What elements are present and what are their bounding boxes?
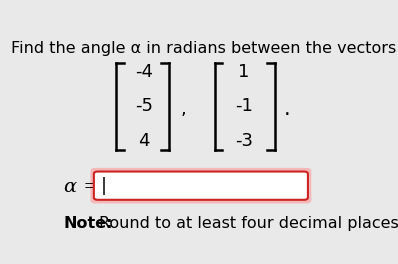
Text: α =: α =	[64, 178, 100, 196]
Text: -3: -3	[235, 133, 253, 150]
Text: -5: -5	[135, 97, 153, 115]
Text: ,: ,	[181, 100, 187, 118]
Text: 4: 4	[138, 133, 150, 150]
Text: Find the angle α in radians between the vectors: Find the angle α in radians between the …	[12, 41, 396, 56]
Text: -4: -4	[135, 63, 153, 81]
Text: Round to at least four decimal places.: Round to at least four decimal places.	[99, 216, 398, 231]
Text: 1: 1	[238, 63, 250, 81]
Text: .: .	[284, 99, 291, 119]
Text: |: |	[101, 177, 107, 195]
FancyBboxPatch shape	[90, 168, 311, 204]
Text: -1: -1	[235, 97, 253, 115]
FancyBboxPatch shape	[94, 172, 308, 200]
Text: Note:: Note:	[64, 216, 113, 231]
